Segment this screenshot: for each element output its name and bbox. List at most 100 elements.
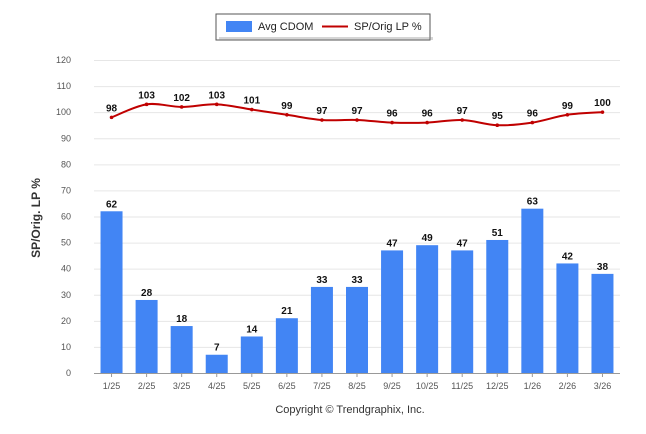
bar-data-label: 7: [214, 343, 220, 354]
y-tick-label: 10: [61, 342, 71, 352]
line-data-label: 95: [492, 111, 504, 122]
bar-data-label: 14: [246, 324, 258, 335]
y-tick-label: 20: [61, 316, 71, 326]
bar: [451, 250, 474, 373]
line-data-label: 97: [316, 106, 328, 117]
line-data-label: 96: [422, 109, 434, 120]
bar-series: 62 28 18 7 14 21 33 33 47 49 47 51 63 42 38: [100, 197, 614, 373]
bar: [240, 336, 263, 373]
line-point: [355, 118, 359, 122]
line-point: [320, 118, 324, 122]
x-tick-label: 3/26: [594, 381, 612, 391]
line-data-label: 96: [527, 109, 539, 120]
line-data-label: 98: [106, 103, 118, 114]
line-point: [285, 112, 289, 117]
bar: [416, 245, 439, 373]
bar: [275, 318, 298, 373]
gridlines: [94, 60, 620, 348]
line-point: [144, 102, 149, 107]
y-tick-label: 70: [61, 185, 71, 195]
x-tick-label: 11/25: [451, 381, 473, 391]
x-tick-label: 12/25: [486, 381, 509, 391]
y-tick-label: 30: [61, 290, 71, 300]
line-point: [565, 112, 570, 117]
bar-data-label: 33: [351, 275, 363, 286]
y-tick-label: 60: [61, 212, 71, 222]
x-tick-label: 5/25: [243, 381, 261, 391]
line-point: [109, 115, 114, 120]
bar-data-label: 49: [422, 233, 434, 244]
legend-label-sp-orig-lp: SP/Orig LP %: [354, 21, 422, 33]
y-tick-label: 40: [61, 264, 71, 274]
y-axis-ticks: 0 10 20 30 40 50 60 70 80 90 100 110 120: [56, 55, 71, 378]
y-tick-label: 0: [66, 368, 71, 378]
bar: [556, 263, 579, 373]
line-point: [530, 120, 535, 125]
bar-data-label: 28: [141, 288, 153, 299]
line-point: [214, 102, 219, 107]
bar: [381, 250, 404, 373]
x-tick-label: 7/25: [313, 381, 331, 391]
copyright-footer: Copyright © Trendgraphix, Inc.: [275, 404, 424, 416]
line-data-label: 103: [138, 90, 155, 101]
bar: [100, 211, 123, 373]
bar: [346, 286, 368, 373]
line-data-label: 99: [281, 101, 293, 112]
bar: [170, 326, 193, 373]
bar-data-label: 47: [387, 238, 399, 249]
y-tick-label: 50: [61, 238, 71, 248]
line-point: [495, 123, 500, 128]
bar: [591, 273, 614, 373]
x-tick-label: 3/25: [173, 381, 191, 391]
line-point: [460, 118, 465, 122]
line-point: [600, 110, 605, 114]
line-data-label: 99: [562, 101, 574, 112]
x-axis-ticks: 1/25 2/25 3/25 4/25 5/25 6/25 7/25 8/25 9/25 10/2…: [103, 373, 611, 391]
legend-label-avg-cdom: Avg CDOM: [258, 21, 313, 33]
bar: [205, 354, 228, 373]
line-data-label: 102: [173, 93, 190, 104]
bar-data-label: 63: [527, 197, 539, 208]
line-point: [179, 105, 184, 109]
x-tick-label: 1/25: [103, 381, 121, 391]
legend: Avg CDOM SP/Orig LP %: [215, 13, 433, 41]
y-axis-label: SP/Orig. LP %: [29, 178, 43, 258]
x-tick-label: 8/25: [348, 381, 366, 391]
legend-shadow: [219, 37, 433, 40]
x-tick-label: 9/25: [383, 381, 401, 391]
y-tick-label: 90: [61, 133, 71, 143]
line-data-label: 100: [594, 98, 611, 109]
bar-data-label: 33: [316, 275, 328, 286]
line-data-label: 97: [457, 106, 469, 117]
line-data-label: 96: [387, 109, 399, 120]
x-tick-label: 4/25: [208, 381, 226, 391]
y-tick-label: 80: [61, 159, 71, 169]
y-tick-label: 100: [56, 107, 71, 117]
bar-data-label: 21: [281, 306, 293, 317]
bar-data-label: 42: [562, 251, 574, 262]
y-tick-label: 110: [57, 81, 71, 91]
bar: [310, 286, 333, 373]
line-data-label: 101: [243, 96, 260, 107]
bar-data-label: 18: [176, 314, 188, 325]
line-point: [425, 120, 429, 125]
x-tick-label: 2/26: [559, 381, 577, 391]
y-tick-label: 120: [56, 55, 71, 65]
line-data-label: 97: [351, 106, 363, 117]
x-tick-label: 2/25: [138, 381, 156, 391]
line-series: 98 103 102 103 101 99 97 97 96 96 97 95 96 99 100: [106, 90, 611, 128]
bar: [486, 239, 509, 373]
bar-data-label: 38: [597, 262, 609, 273]
x-tick-label: 10/25: [416, 381, 439, 391]
bar-data-label: 62: [106, 199, 118, 210]
legend-bar-swatch: [226, 21, 252, 32]
bar: [521, 208, 544, 373]
bar-data-label: 51: [492, 228, 504, 239]
line-point: [250, 107, 254, 112]
bar: [135, 299, 158, 373]
x-tick-label: 6/25: [278, 381, 296, 391]
bar-data-label: 47: [457, 238, 469, 249]
line-data-label: 103: [208, 90, 225, 101]
line-point: [390, 120, 394, 125]
